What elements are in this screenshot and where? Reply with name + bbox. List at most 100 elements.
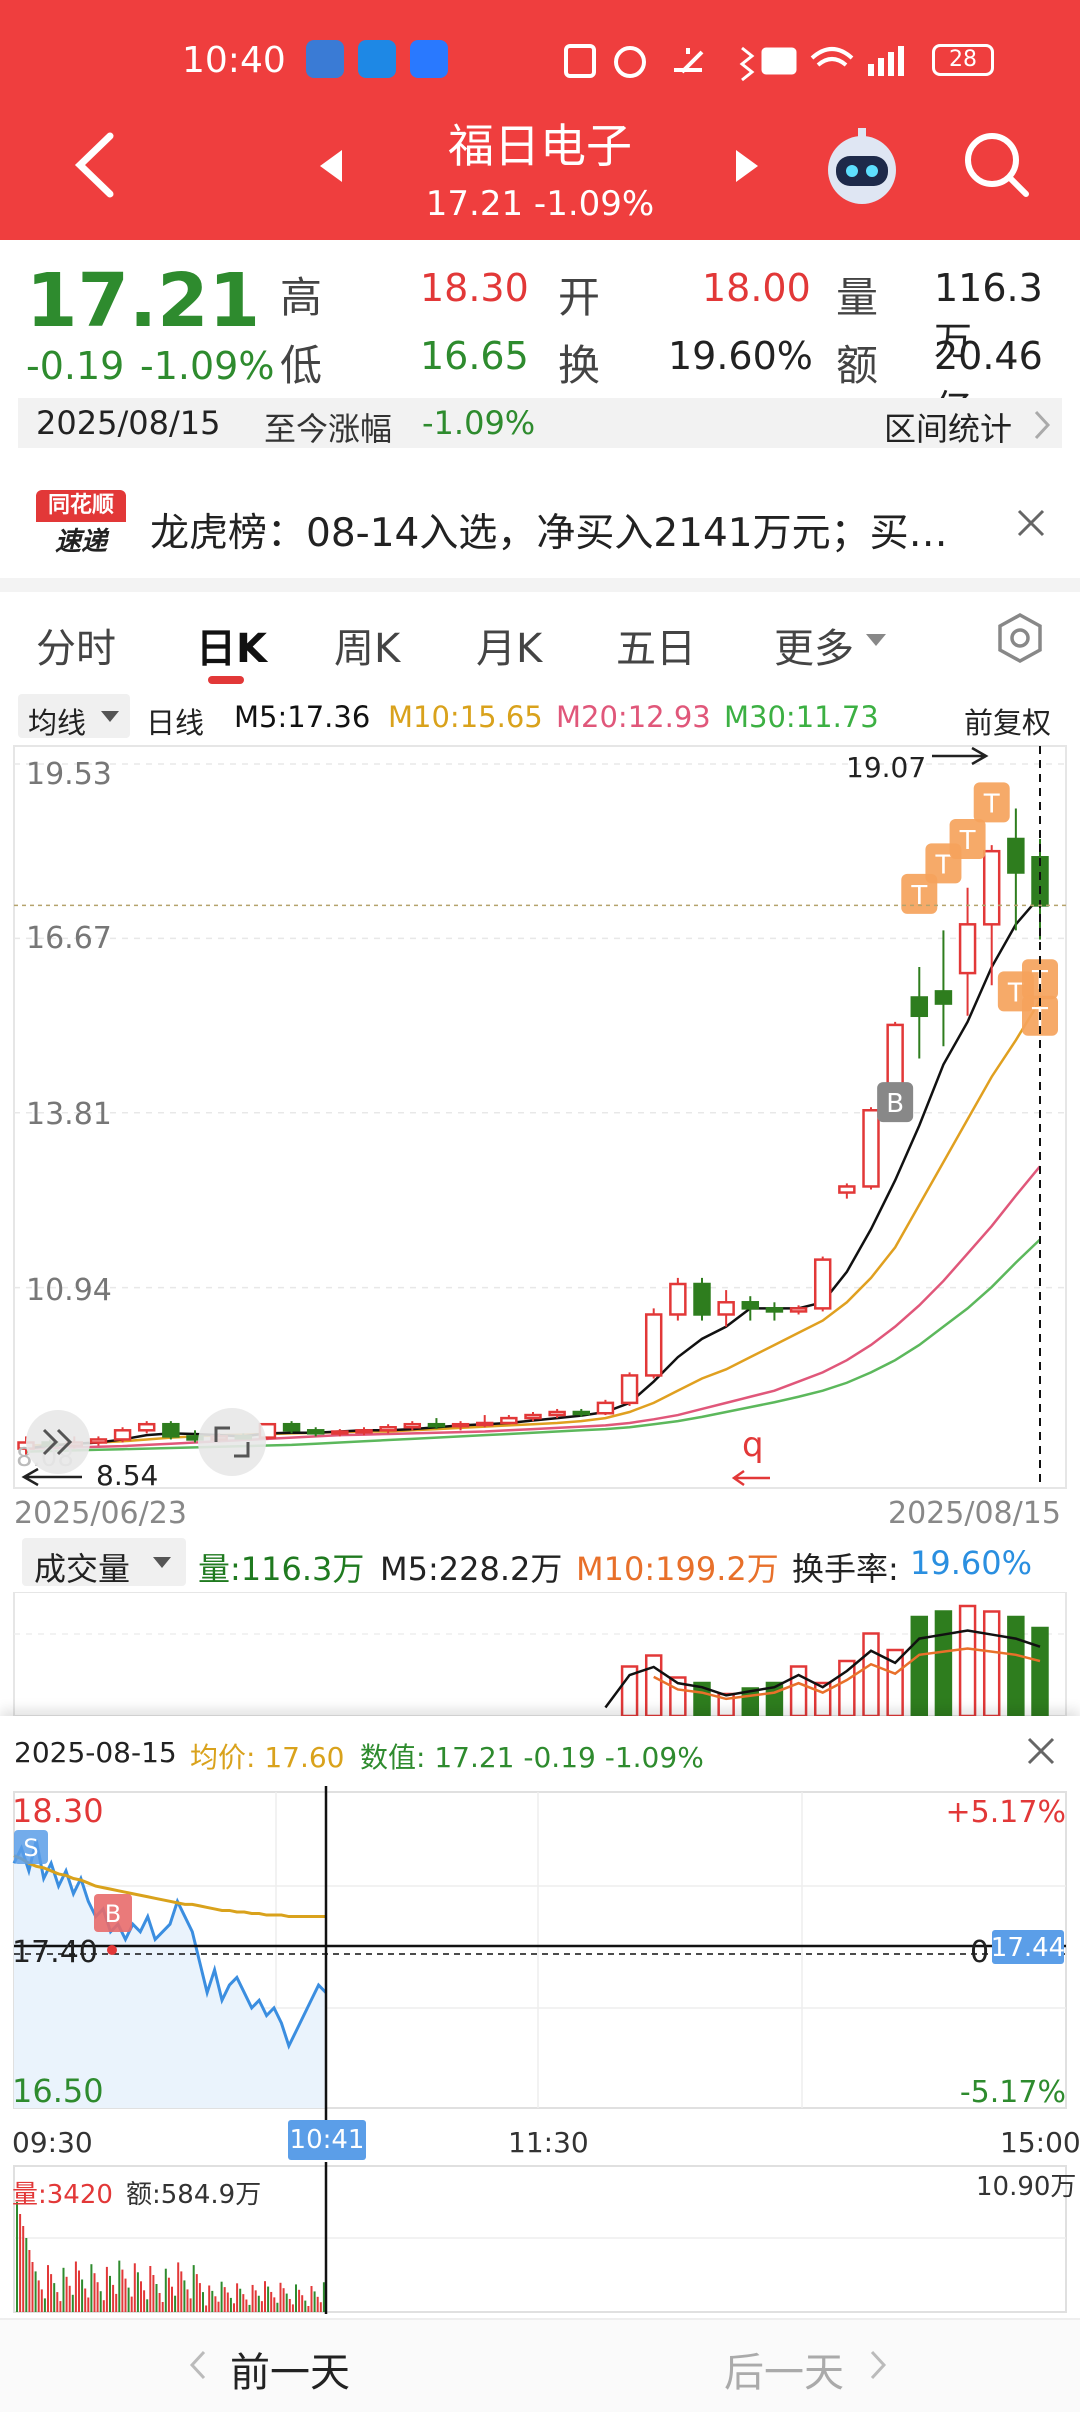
adjust-label[interactable]: 前复权 [964, 706, 1052, 740]
q-marker: q [742, 1425, 764, 1465]
intraday-volume-bar [56, 2292, 59, 2312]
intraday-price-area [14, 1840, 326, 2108]
intraday-volume-bar [270, 2291, 273, 2312]
intraday-volume-bar [177, 2262, 180, 2312]
volume-bar [1007, 1615, 1025, 1716]
intraday-volume-bar [43, 2298, 46, 2312]
intraday-chart[interactable]: 18.30 17.40 16.50 +5.17% 0.00% -5.17% 17… [0, 1786, 1080, 2126]
intraday-volume-bar [257, 2295, 260, 2312]
intraday-volume-bar [208, 2285, 211, 2312]
intraday-volume-bar [127, 2287, 130, 2312]
intraday-volume-bar [288, 2298, 291, 2312]
double-chevron-icon [42, 1428, 73, 1456]
intraday-volume-bar [102, 2300, 105, 2312]
t-marker-text: T [983, 789, 1000, 819]
candle [162, 1422, 180, 1438]
tab-more[interactable]: 更多 [774, 626, 854, 672]
robot-assistant-icon[interactable] [820, 124, 904, 208]
volume-title: 成交量 [34, 1550, 131, 1588]
turnover-label: 换 [558, 341, 601, 390]
logo-bottom-text: 速递 [54, 527, 107, 557]
intraday-volume-bar [25, 2238, 28, 2312]
close-icon[interactable] [1016, 508, 1046, 538]
intraday-volume-bar [260, 2301, 263, 2312]
intraday-volume-bar [282, 2288, 285, 2312]
intraday-vol-max: 10.90万 [976, 2172, 1077, 2202]
intraday-volume-bar [291, 2304, 294, 2312]
candle [524, 1413, 542, 1420]
b-marker-text: B [886, 1089, 904, 1119]
candle [910, 996, 929, 1018]
battery-level: 28 [949, 47, 977, 72]
tab-monthly-k[interactable]: 月K [476, 626, 543, 672]
intraday-volume-bar [40, 2289, 43, 2312]
sell-marker [14, 1830, 48, 1864]
start-date: 2025/06/23 [14, 1496, 187, 1531]
intraday-price-line [12, 1840, 328, 2050]
settings-hex-icon[interactable] [994, 612, 1046, 664]
min-arrow-icon [21, 1467, 82, 1487]
tab-weekly-k[interactable]: 周K [334, 626, 401, 672]
fullscreen-button[interactable] [198, 1408, 266, 1476]
intraday-volume-bar [298, 2289, 301, 2312]
tab-five-day[interactable]: 五日 [616, 626, 696, 672]
candle [379, 1426, 397, 1432]
intraday-volume-bar [254, 2290, 257, 2312]
buy-marker [94, 1894, 132, 1932]
intraday-volume-bar [211, 2290, 214, 2312]
high-label: 高 [280, 273, 323, 322]
next-stock-icon[interactable] [732, 148, 762, 184]
intraday-volume-bar [96, 2282, 99, 2312]
tab-daily-k[interactable]: 日K [196, 626, 267, 672]
search-icon[interactable] [962, 130, 1032, 200]
t-marker [1022, 959, 1058, 1000]
intraday-volume-bar [220, 2281, 223, 2312]
back-arrow-icon[interactable] [70, 130, 120, 200]
candle [548, 1410, 566, 1417]
intraday-volume-bar [133, 2263, 136, 2312]
y-tick-1: 19.53 [26, 757, 112, 792]
maps-notification-icon [410, 40, 448, 78]
intraday-volume-bar [301, 2295, 304, 2312]
candle [644, 1313, 663, 1377]
period-label: 日线 [146, 706, 205, 740]
range-stats-button[interactable]: 区间统计 [884, 410, 1013, 448]
intraday-volume-bar [59, 2301, 62, 2312]
candle [89, 1438, 108, 1444]
app-header: 10:40 28 福日电子 17.21 -1.09% [0, 0, 1080, 240]
time-start: 09:30 [12, 2126, 93, 2159]
intraday-volume-bar [198, 2283, 201, 2312]
intraday-volume-bar [276, 2302, 279, 2312]
next-day-button[interactable]: 后一天 [724, 2350, 844, 2396]
candle [282, 1422, 301, 1432]
candle [789, 1307, 808, 1313]
intraday-high: 18.30 [12, 1792, 104, 1830]
intraday-volume-bar [167, 2277, 170, 2312]
t-marker-text: T [910, 881, 927, 911]
prev-stock-icon[interactable] [316, 148, 346, 184]
intraday-avg: 均价: 17.60 [190, 1741, 345, 1774]
strip-date: 2025/08/15 [36, 404, 221, 442]
volume-bar [910, 1615, 929, 1716]
close-panel-icon[interactable] [1026, 1736, 1056, 1766]
y-tick-3: 13.81 [26, 1097, 112, 1132]
intraday-value: 数值: 17.21 -0.19 -1.09% [360, 1741, 704, 1774]
min-price-label: 8.54 [96, 1459, 158, 1492]
volume-m5-line [604, 1629, 1041, 1709]
volume-bar [838, 1659, 856, 1716]
q-arrow-icon [731, 1469, 770, 1487]
candle [475, 1421, 494, 1427]
news-banner[interactable] [0, 466, 1080, 576]
intraday-volume-bar [295, 2284, 297, 2312]
intraday-volume-bar [202, 2292, 204, 2312]
intraday-volume-bar [121, 2269, 124, 2312]
cursor-price-badge [992, 1930, 1064, 1964]
tab-timeshare[interactable]: 分时 [36, 626, 116, 672]
stock-name: 福日电子 [448, 119, 632, 173]
candle [620, 1374, 639, 1405]
kline-chart[interactable]: TTTTTTTB 19.07 8.54 q 19.53 16.67 13.81 … [0, 742, 1080, 1542]
ma20-label: M20:12.93 [556, 700, 711, 734]
intraday-volume-bar [192, 2265, 195, 2312]
volume-bars [604, 1604, 1049, 1716]
prev-day-button[interactable]: 前一天 [230, 2350, 350, 2396]
